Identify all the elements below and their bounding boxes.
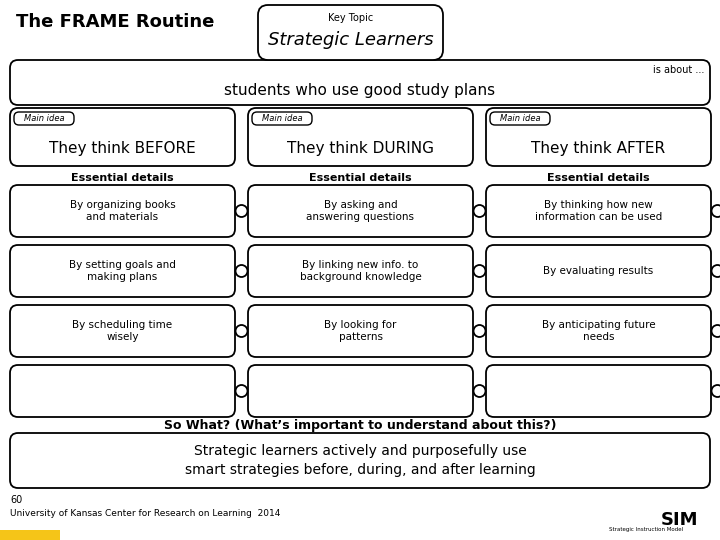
Circle shape	[474, 205, 485, 217]
FancyBboxPatch shape	[10, 365, 235, 417]
Text: They think AFTER: They think AFTER	[531, 140, 665, 156]
Text: By evaluating results: By evaluating results	[544, 266, 654, 276]
Circle shape	[235, 265, 248, 277]
Text: Essential details: Essential details	[71, 173, 174, 183]
Text: is about ...: is about ...	[652, 65, 704, 75]
Text: students who use good study plans: students who use good study plans	[225, 83, 495, 98]
Text: By linking new info. to
background knowledge: By linking new info. to background knowl…	[300, 260, 421, 282]
FancyBboxPatch shape	[10, 245, 235, 297]
Circle shape	[711, 385, 720, 397]
FancyBboxPatch shape	[10, 433, 710, 488]
FancyBboxPatch shape	[10, 185, 235, 237]
FancyBboxPatch shape	[248, 185, 473, 237]
Bar	[0, 530, 60, 540]
Text: By thinking how new
information can be used: By thinking how new information can be u…	[535, 200, 662, 222]
FancyBboxPatch shape	[248, 245, 473, 297]
Text: Essential details: Essential details	[547, 173, 650, 183]
Text: Strategic learners actively and purposefully use
smart strategies before, during: Strategic learners actively and purposef…	[184, 444, 536, 477]
FancyBboxPatch shape	[248, 305, 473, 357]
FancyBboxPatch shape	[14, 112, 74, 125]
Circle shape	[235, 325, 248, 337]
Text: So What? (What’s important to understand about this?): So What? (What’s important to understand…	[163, 418, 557, 431]
Text: By scheduling time
wisely: By scheduling time wisely	[73, 320, 173, 342]
Text: By anticipating future
needs: By anticipating future needs	[541, 320, 655, 342]
Circle shape	[711, 205, 720, 217]
Text: Strategic Learners: Strategic Learners	[268, 31, 433, 49]
FancyBboxPatch shape	[258, 5, 443, 60]
FancyBboxPatch shape	[248, 108, 473, 166]
Text: By setting goals and
making plans: By setting goals and making plans	[69, 260, 176, 282]
Text: Main idea: Main idea	[261, 114, 302, 123]
FancyBboxPatch shape	[486, 108, 711, 166]
Circle shape	[474, 265, 485, 277]
Text: Strategic Instruction Model: Strategic Instruction Model	[609, 528, 683, 532]
Circle shape	[235, 385, 248, 397]
FancyBboxPatch shape	[248, 365, 473, 417]
Text: By looking for
patterns: By looking for patterns	[324, 320, 397, 342]
FancyBboxPatch shape	[252, 112, 312, 125]
FancyBboxPatch shape	[486, 245, 711, 297]
Text: They think DURING: They think DURING	[287, 140, 434, 156]
Text: Essential details: Essential details	[309, 173, 412, 183]
Text: Main idea: Main idea	[500, 114, 540, 123]
FancyBboxPatch shape	[490, 112, 550, 125]
FancyBboxPatch shape	[10, 60, 710, 105]
Text: The FRAME Routine: The FRAME Routine	[16, 13, 214, 31]
Circle shape	[474, 385, 485, 397]
FancyBboxPatch shape	[10, 305, 235, 357]
FancyBboxPatch shape	[486, 305, 711, 357]
Text: By asking and
answering questions: By asking and answering questions	[307, 200, 415, 222]
Text: They think BEFORE: They think BEFORE	[49, 140, 196, 156]
FancyBboxPatch shape	[10, 108, 235, 166]
FancyBboxPatch shape	[486, 185, 711, 237]
Text: Key Topic: Key Topic	[328, 13, 373, 23]
Text: Main idea: Main idea	[24, 114, 64, 123]
FancyBboxPatch shape	[486, 365, 711, 417]
Circle shape	[235, 205, 248, 217]
Circle shape	[711, 265, 720, 277]
Text: SIM: SIM	[660, 511, 698, 529]
Text: 60: 60	[10, 495, 22, 505]
Text: By organizing books
and materials: By organizing books and materials	[70, 200, 176, 222]
Circle shape	[474, 325, 485, 337]
Circle shape	[711, 325, 720, 337]
Text: University of Kansas Center for Research on Learning  2014: University of Kansas Center for Research…	[10, 509, 280, 517]
